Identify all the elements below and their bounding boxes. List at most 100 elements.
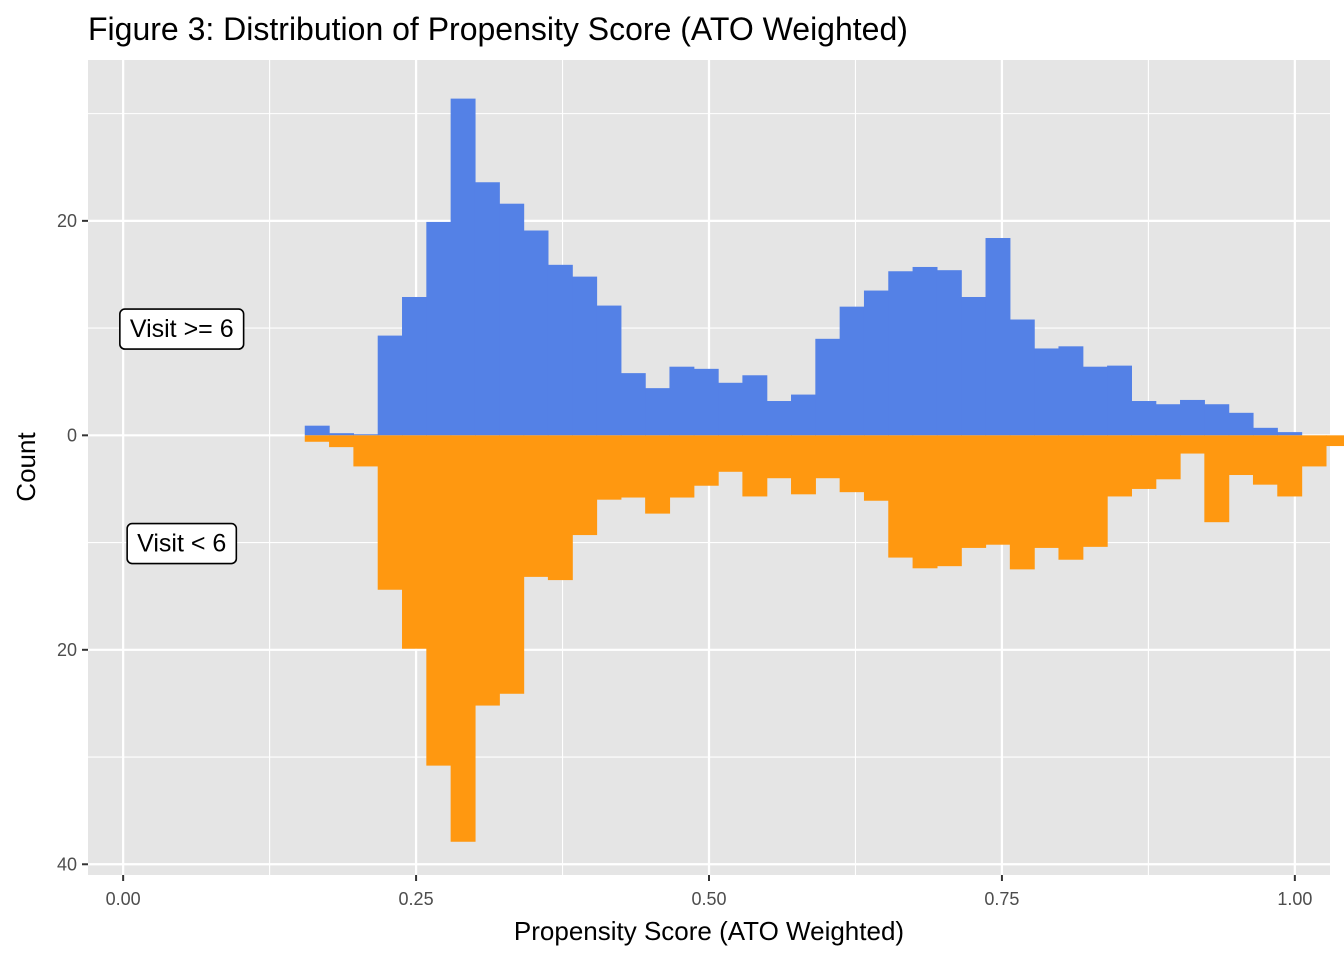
histogram-bar	[718, 382, 743, 436]
histogram-bar	[450, 435, 476, 842]
histogram-bar	[1058, 435, 1084, 560]
histogram-bar	[1131, 435, 1157, 489]
histogram-bar	[1058, 346, 1084, 436]
x-axis-title: Propensity Score (ATO Weighted)	[514, 916, 904, 946]
histogram-bar	[402, 296, 427, 436]
histogram-bar	[718, 435, 743, 472]
histogram-bar	[1107, 365, 1132, 436]
histogram-bar	[499, 203, 525, 436]
histogram-bar	[547, 264, 573, 436]
histogram-bar	[742, 435, 768, 497]
histogram-bar	[888, 435, 914, 558]
histogram-bar	[1204, 404, 1230, 436]
histogram-bar	[815, 338, 841, 436]
histogram-bar	[1009, 319, 1035, 436]
histogram-bar	[766, 435, 792, 479]
histogram-bar	[839, 435, 865, 493]
histogram-bar	[426, 435, 452, 766]
histogram-bar	[1228, 412, 1254, 436]
histogram-bar	[1277, 432, 1303, 436]
histogram-bar	[329, 435, 354, 448]
histogram-bar	[985, 435, 1011, 545]
annotation-text: Visit < 6	[137, 530, 226, 558]
histogram-bar	[620, 435, 646, 498]
histogram-bar	[888, 271, 914, 436]
histogram-bar	[1180, 435, 1205, 454]
histogram-bar	[596, 435, 622, 500]
histogram-bar	[1082, 366, 1108, 436]
x-tick-label: 0.50	[691, 889, 726, 909]
histogram-bar	[572, 276, 598, 436]
series-visit-lt-6	[304, 435, 1344, 842]
histogram-bar	[815, 435, 841, 479]
histogram-bar	[1325, 435, 1344, 447]
histogram-bar	[547, 435, 573, 581]
histogram-bar	[1034, 348, 1060, 436]
histogram-bar	[1082, 435, 1108, 547]
histogram-bar	[1131, 401, 1157, 436]
annotation-text: Visit >= 6	[130, 315, 234, 343]
axes: 0.00 0.25 0.50 0.75 1.00 20 0 20 40	[57, 211, 1312, 909]
histogram-bar	[645, 388, 671, 436]
histogram-bar	[912, 266, 938, 436]
histogram-bar	[596, 305, 622, 436]
y-tick-label: 20	[57, 640, 77, 660]
histogram-bar	[1155, 435, 1181, 480]
annotation-box	[126, 522, 238, 565]
x-tick-label: 0.75	[984, 889, 1019, 909]
histogram-bar	[523, 230, 549, 436]
histogram-bar	[620, 373, 646, 436]
histogram-bar	[402, 435, 427, 649]
histogram-bar	[304, 425, 330, 436]
y-tick-label: 20	[57, 211, 77, 231]
histogram-bar	[1277, 435, 1303, 497]
histogram-bar	[1155, 404, 1181, 436]
series-visit-ge-6	[304, 98, 1303, 436]
histogram-bar	[377, 335, 403, 436]
histogram-bar	[961, 296, 987, 436]
y-tick-label: 40	[57, 854, 77, 874]
histogram-bar	[961, 435, 987, 548]
histogram-bar	[1009, 435, 1035, 570]
histogram-bar	[985, 238, 1011, 436]
histogram-bar	[1107, 435, 1132, 497]
histogram-bar	[523, 435, 549, 577]
y-tick-label: 0	[67, 425, 77, 445]
histogram-bar	[572, 435, 598, 536]
annotation-label: Visit < 6	[126, 522, 238, 565]
histogram-bar	[839, 306, 865, 436]
histogram-bar	[1228, 435, 1254, 476]
x-tick-label: 0.00	[106, 889, 141, 909]
histogram-bar	[863, 435, 889, 501]
histogram-bar	[791, 394, 816, 436]
histogram-bars	[304, 98, 1344, 842]
histogram-bar	[353, 434, 379, 436]
histogram-bar	[1301, 435, 1327, 467]
histogram-bar	[450, 98, 476, 436]
histogram-bar	[329, 433, 354, 436]
histogram-bar	[766, 401, 792, 436]
histogram-bar	[912, 435, 938, 569]
x-tick-label: 1.00	[1277, 889, 1312, 909]
histogram-bar	[474, 435, 500, 706]
annotation-label: Visit >= 6	[119, 308, 245, 350]
histogram-bar	[499, 435, 525, 694]
histogram-bar	[742, 375, 768, 436]
histogram-bar	[936, 270, 962, 436]
histogram-bar	[645, 435, 671, 514]
histogram-bar	[1252, 435, 1278, 485]
annotation-box	[119, 308, 245, 350]
histogram-bar	[669, 366, 695, 436]
histogram-bar	[936, 435, 962, 567]
histogram-bar	[1180, 399, 1205, 436]
histogram-bar	[693, 368, 719, 436]
histogram-bar	[474, 182, 500, 436]
histogram-bar	[426, 221, 452, 436]
histogram-bar	[863, 290, 889, 436]
y-axis-title: Count	[11, 432, 41, 502]
histogram-bar	[693, 435, 719, 486]
histogram-bar	[304, 435, 330, 442]
annotations: Visit >= 6 Visit < 6	[119, 308, 245, 565]
chart-title: Figure 3: Distribution of Propensity Sco…	[88, 11, 908, 47]
